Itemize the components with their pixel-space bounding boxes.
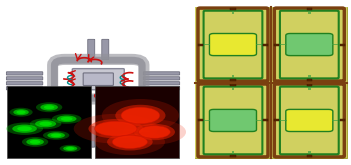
Ellipse shape [139,126,170,138]
Bar [306,79,312,81]
FancyBboxPatch shape [102,39,109,60]
Bar [274,44,279,46]
Ellipse shape [13,109,29,115]
Bar [308,87,311,90]
Ellipse shape [107,133,153,150]
Ellipse shape [43,131,69,140]
Bar [230,8,236,10]
Ellipse shape [22,137,48,147]
Ellipse shape [112,135,147,148]
Ellipse shape [115,105,166,126]
Bar [306,8,312,10]
FancyBboxPatch shape [2,2,188,149]
FancyBboxPatch shape [143,87,180,90]
Ellipse shape [63,146,77,151]
FancyBboxPatch shape [83,73,113,85]
Ellipse shape [26,139,44,145]
Bar [332,120,338,121]
Bar [308,151,311,154]
Ellipse shape [57,115,77,122]
Bar [230,79,236,81]
Ellipse shape [39,122,52,126]
Ellipse shape [51,133,61,137]
Bar [7,86,91,158]
Ellipse shape [40,104,58,111]
Bar [280,120,286,121]
Bar [195,82,271,158]
Bar [271,7,347,82]
Bar [308,75,311,78]
Bar [204,120,210,121]
Ellipse shape [44,105,54,109]
Ellipse shape [123,119,186,145]
FancyBboxPatch shape [143,77,180,80]
Ellipse shape [60,145,81,152]
Ellipse shape [47,132,65,138]
Ellipse shape [95,121,137,136]
Bar [340,44,345,46]
Ellipse shape [61,117,73,121]
Bar [308,11,311,14]
Bar [263,119,268,121]
Bar [198,44,203,46]
Bar [195,7,347,158]
Bar [232,75,234,78]
Bar [230,84,236,86]
Bar [230,155,236,157]
Bar [256,44,262,45]
Ellipse shape [17,126,32,131]
FancyBboxPatch shape [143,72,180,75]
Ellipse shape [30,140,40,144]
Ellipse shape [134,124,175,140]
Ellipse shape [52,114,81,124]
Ellipse shape [121,107,160,124]
FancyBboxPatch shape [88,39,95,60]
FancyBboxPatch shape [102,127,109,147]
Bar [198,119,203,121]
FancyBboxPatch shape [286,33,333,56]
Bar [263,44,268,46]
FancyBboxPatch shape [88,127,95,147]
Ellipse shape [102,99,179,132]
Bar [204,44,210,45]
FancyBboxPatch shape [72,69,124,90]
Ellipse shape [36,102,62,112]
Ellipse shape [6,122,43,135]
Bar [232,151,234,154]
Bar [280,44,286,45]
Bar [271,82,347,158]
Ellipse shape [74,114,158,144]
Bar [232,87,234,90]
Ellipse shape [16,110,26,114]
Bar [274,119,279,121]
FancyBboxPatch shape [286,109,333,132]
FancyBboxPatch shape [6,82,43,85]
Bar [195,7,271,82]
Ellipse shape [66,147,74,150]
Bar [306,155,312,157]
FancyBboxPatch shape [143,82,180,85]
FancyBboxPatch shape [210,109,257,132]
Bar [256,120,262,121]
FancyBboxPatch shape [210,33,257,56]
Bar [340,119,345,121]
Bar [232,11,234,14]
Bar [306,84,312,86]
FancyBboxPatch shape [6,87,43,90]
FancyBboxPatch shape [6,77,43,80]
Ellipse shape [9,108,33,117]
Bar [95,86,179,158]
Ellipse shape [88,119,143,138]
Ellipse shape [30,118,61,129]
Bar [332,44,338,45]
Ellipse shape [12,125,37,133]
Ellipse shape [35,120,56,127]
FancyBboxPatch shape [6,72,43,75]
Ellipse shape [95,129,165,155]
